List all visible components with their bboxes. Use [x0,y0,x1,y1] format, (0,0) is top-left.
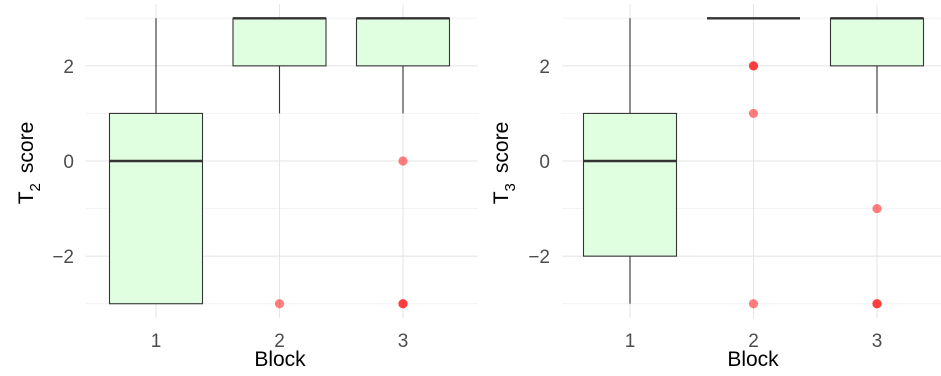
x-tick-label: 3 [398,331,409,352]
outlier-point [872,299,882,309]
box-rect [232,17,327,67]
y-axis-title-subscript: 3 [502,183,519,191]
box-category-3 [355,17,451,309]
outlier-point [748,108,759,119]
y-axis-title-rest: score [15,122,38,173]
y-axis-title: T2 score [15,122,44,205]
x-axis-title: Block [727,348,779,371]
x-tick-label: 3 [872,331,883,352]
x-axis-title: Block [254,348,306,371]
y-tick-label: 0 [539,152,550,173]
y-axis-title: T3 score [490,122,519,205]
x-tick-label: 2 [748,331,759,352]
outlier-point [872,203,882,214]
y-axis-title-rest: score [490,122,513,173]
box-category-2 [232,17,327,309]
outlier-point [274,299,285,309]
box-category-1 [108,18,204,305]
x-tick-label: 1 [625,331,636,352]
y-tick-label: 2 [539,57,550,78]
y-tick-label: 2 [63,57,74,78]
outlier-point [398,299,408,309]
x-tick-label: 1 [151,331,162,352]
box-category-1 [582,18,678,304]
box-category-3 [829,17,925,309]
box-rect [355,17,451,67]
box-category-2 [707,17,800,309]
box-rect [108,112,204,305]
box-rect [829,17,925,67]
y-axis-title-subscript: 2 [27,183,44,191]
x-tick-label: 2 [274,331,285,352]
outlier-point [398,156,408,166]
y-tick-label: −2 [52,247,74,268]
outlier-point [748,61,759,71]
outlier-point [748,299,759,309]
y-axis-title-main: T [490,191,513,204]
box-rect [582,112,678,257]
y-tick-label: 0 [63,152,74,173]
y-axis-title-main: T [15,191,38,204]
y-tick-label: −2 [528,247,550,268]
